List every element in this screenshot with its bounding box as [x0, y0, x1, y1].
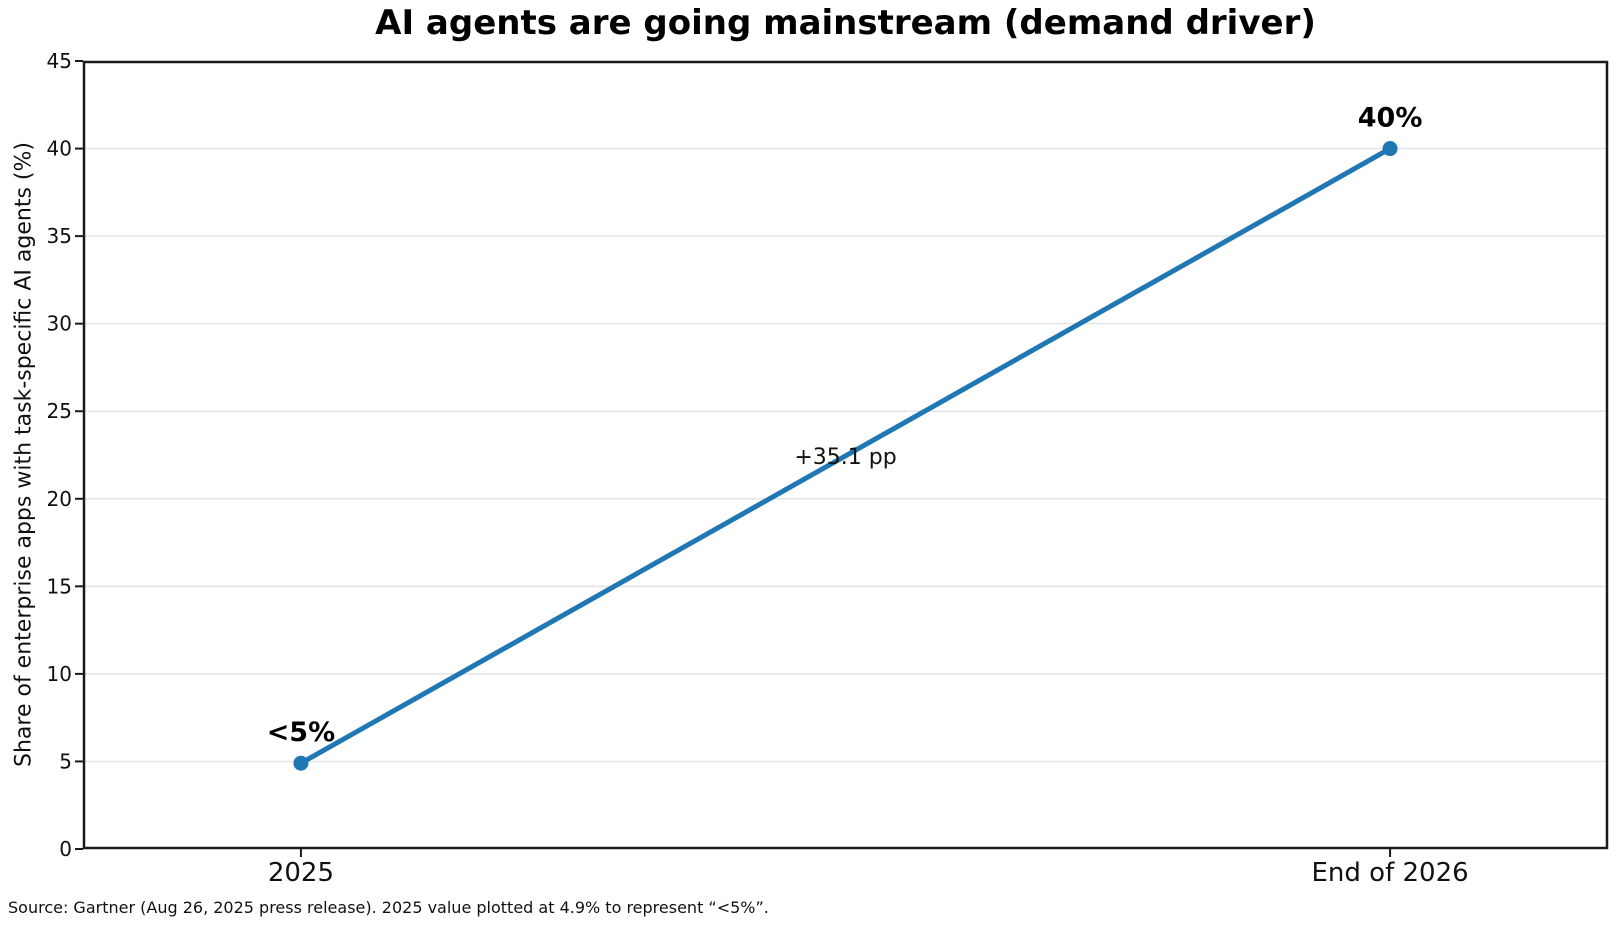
- y-tick-label: 15: [47, 574, 72, 598]
- chart-title: AI agents are going mainstream (demand d…: [375, 3, 1316, 43]
- y-tick-label: 30: [47, 312, 72, 336]
- y-tick-label: 5: [59, 749, 72, 773]
- data-point-label: 40%: [1358, 103, 1423, 134]
- y-tick-label: 45: [47, 49, 72, 73]
- x-tick-label: End of 2026: [1311, 858, 1468, 888]
- delta-annotation: +35.1 pp: [794, 445, 896, 470]
- y-tick-label: 40: [47, 137, 72, 161]
- data-point: [1382, 141, 1398, 157]
- y-tick-label: 0: [59, 837, 72, 861]
- x-tick-label: 2025: [268, 858, 334, 888]
- y-tick-label: 25: [47, 399, 72, 423]
- trend-line: [298, 146, 1393, 766]
- y-tick-label: 10: [47, 662, 72, 686]
- y-tick-label: 20: [47, 487, 72, 511]
- y-tick-label: 35: [47, 224, 72, 248]
- plot-border: [82, 60, 1609, 850]
- data-point-label: <5%: [267, 717, 335, 748]
- data-point: [293, 755, 309, 771]
- source-note: Source: Gartner (Aug 26, 2025 press rele…: [8, 898, 769, 917]
